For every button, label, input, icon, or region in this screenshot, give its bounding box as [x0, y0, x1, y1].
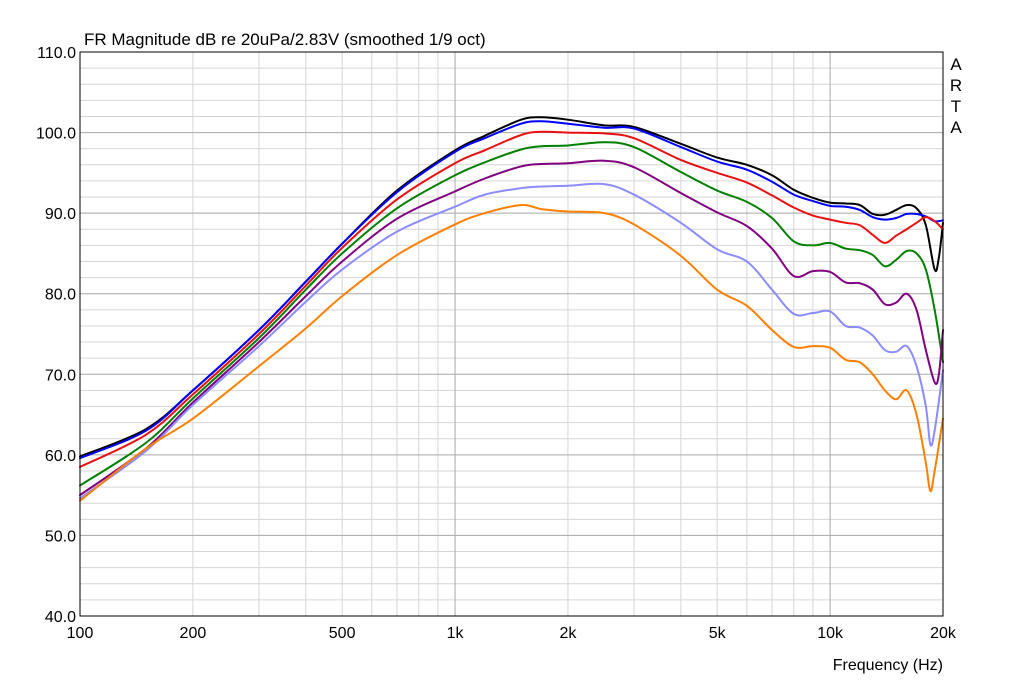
- plot-background: [80, 52, 943, 616]
- x-tick-label: 10k: [817, 625, 844, 642]
- x-tick-label: 5k: [709, 625, 727, 642]
- series-line-7: [79, 204, 944, 502]
- y-tick-label: 100.0: [36, 126, 76, 143]
- y-tick-label: 90.0: [45, 206, 76, 223]
- x-tick-label: 20k: [930, 625, 957, 642]
- x-tick-label: 500: [329, 625, 356, 642]
- series-layer: [79, 116, 944, 502]
- x-tick-label: 100: [67, 625, 94, 642]
- x-tick-label: 1k: [447, 625, 465, 642]
- y-tick-label: 50.0: [45, 528, 76, 545]
- y-tick-labels: 40.0 50.0 60.0 70.0 80.0 90.0 100.0 110.0: [36, 45, 76, 626]
- y-tick-label: 70.0: [45, 367, 76, 384]
- series-line-2: [79, 120, 944, 460]
- chart-title: FR Magnitude dB re 20uPa/2.83V (smoothed…: [84, 30, 486, 49]
- y-tick-label: 60.0: [45, 448, 76, 465]
- y-tick-label: 40.0: [45, 609, 76, 626]
- x-axis-label: Frequency (Hz): [833, 657, 943, 674]
- series-line-3: [79, 130, 944, 468]
- y-tick-label: 80.0: [45, 287, 76, 304]
- x-tick-label: 2k: [559, 625, 577, 642]
- series-line-5: [79, 159, 944, 497]
- series-line-6: [79, 182, 944, 500]
- y-tick-label: 110.0: [37, 45, 76, 62]
- plot-frame: [79, 51, 944, 617]
- x-tick-label: 200: [180, 625, 207, 642]
- x-tick-labels: 100 200 500 1k 2k 5k 10k 20k: [67, 625, 957, 642]
- series-line-4: [79, 141, 944, 487]
